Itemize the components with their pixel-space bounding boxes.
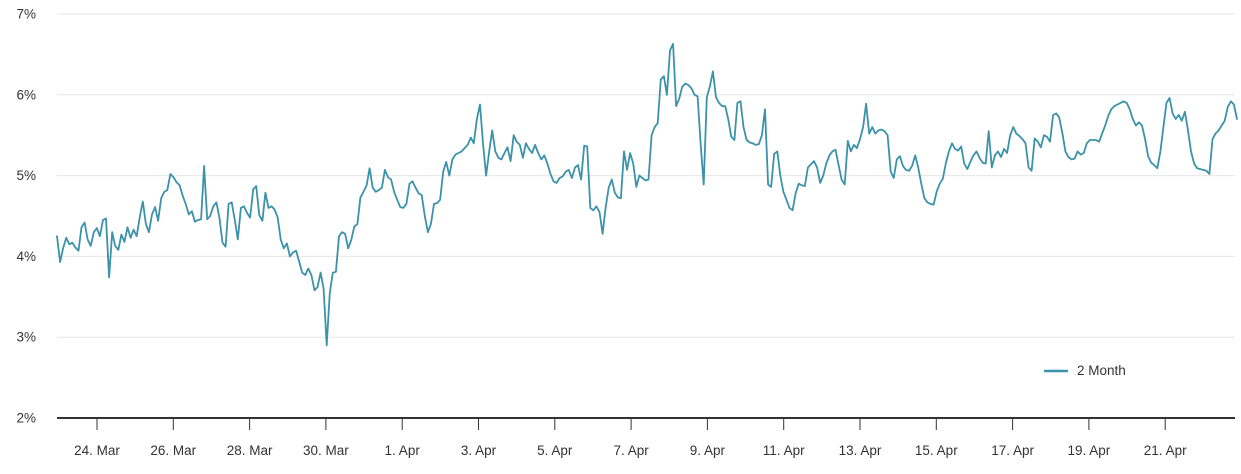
x-axis-label: 17. Apr <box>991 443 1034 458</box>
x-axis-label: 30. Mar <box>303 443 349 458</box>
y-axis-label: 6% <box>16 87 36 102</box>
x-axis-label: 26. Mar <box>150 443 196 458</box>
legend-label: 2 Month <box>1077 363 1126 378</box>
series-line-2-month[interactable] <box>56 43 1238 347</box>
x-axis-label: 19. Apr <box>1068 443 1111 458</box>
legend-line-icon <box>1044 369 1068 372</box>
x-axis-label: 13. Apr <box>839 443 882 458</box>
x-axis-label: 1. Apr <box>385 443 421 458</box>
y-axis-label: 5% <box>16 168 36 183</box>
x-axis-label: 11. Apr <box>763 443 805 458</box>
x-axis-label: 9. Apr <box>690 443 726 458</box>
y-axis-label: 7% <box>16 7 36 22</box>
x-axis-label: 5. Apr <box>537 443 573 458</box>
x-axis-label: 15. Apr <box>915 443 958 458</box>
y-axis-label: 4% <box>16 249 36 264</box>
y-axis-label: 3% <box>16 330 36 345</box>
x-axis-label: 21. Apr <box>1144 443 1187 458</box>
x-axis-label: 24. Mar <box>74 443 120 458</box>
x-axis-label: 7. Apr <box>613 443 649 458</box>
legend-item-2-month[interactable]: 2 Month <box>1044 363 1126 378</box>
x-axis-label: 28. Mar <box>227 443 273 458</box>
y-axis-label: 2% <box>16 411 36 426</box>
x-axis-label: 3. Apr <box>461 443 497 458</box>
